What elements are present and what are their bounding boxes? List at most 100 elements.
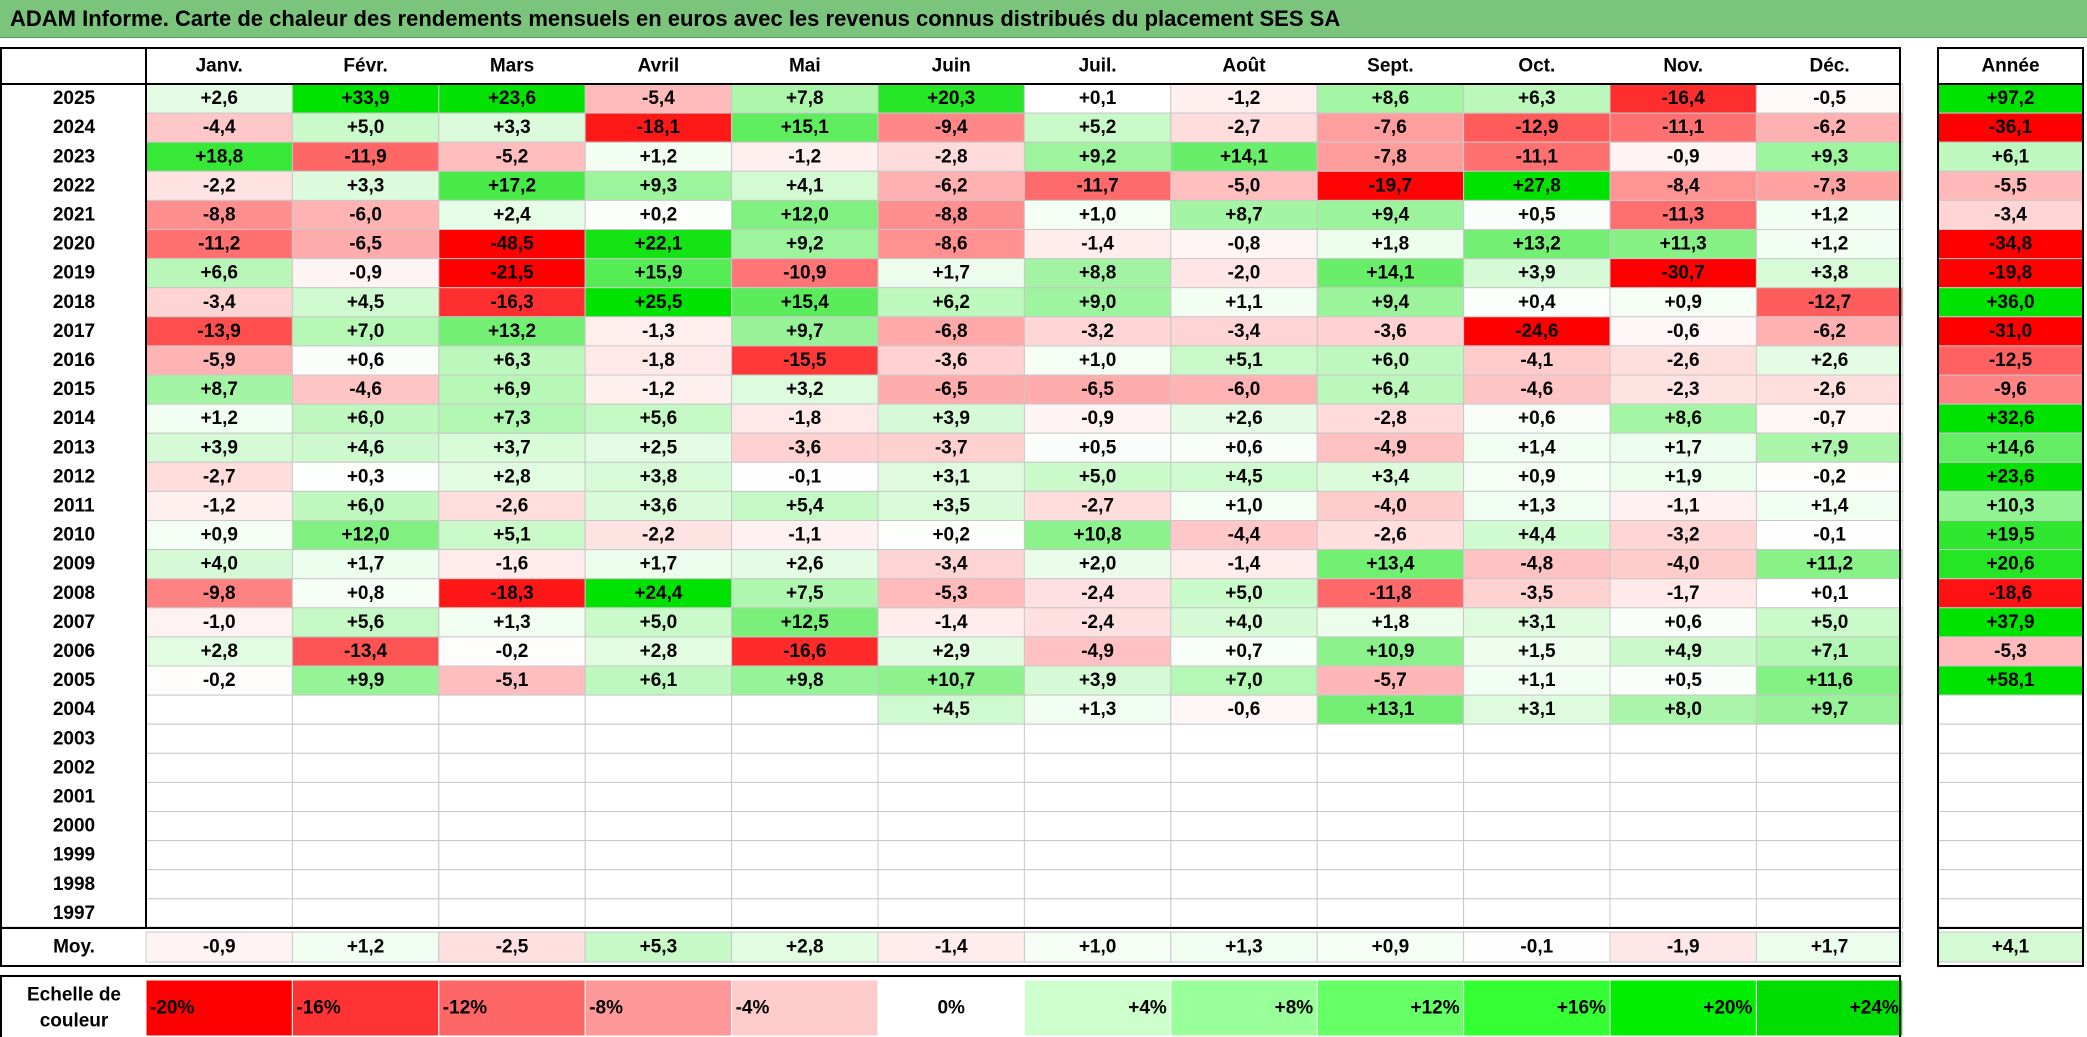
cell-value: -3,2	[1667, 525, 1700, 546]
heatmap-cell	[1755, 520, 1904, 551]
cell-value: -16,3	[490, 292, 533, 313]
cell-value: +1,7	[640, 554, 678, 575]
year-label: 2001	[53, 786, 96, 807]
heatmap-cell	[145, 374, 293, 405]
average-cell	[291, 931, 440, 963]
cell-value: -11,7	[1076, 175, 1118, 196]
heatmap-cell	[1609, 170, 1757, 201]
heatmap-cell	[1170, 229, 1318, 260]
cell-value: -2,6	[1813, 379, 1846, 400]
cell-value: +10,9	[1366, 641, 1414, 662]
heatmap-cell	[1609, 607, 1757, 638]
cell-value: +3,9	[200, 437, 238, 458]
heatmap-cell	[1609, 316, 1757, 347]
cell-value: +5,0	[1225, 583, 1263, 604]
cell-value: -2,4	[1081, 612, 1114, 633]
cell-value: +7,1	[1811, 641, 1849, 662]
heatmap-cell	[1316, 723, 1465, 754]
cell-value: -0,2	[496, 641, 529, 662]
heatmap-cell	[1023, 287, 1172, 318]
cell-value: -30,7	[1662, 263, 1705, 284]
cell-value: +1,2	[1811, 204, 1849, 225]
cell-value: -2,0	[1228, 263, 1261, 284]
cell-value: +1,8	[1372, 234, 1410, 255]
cell-value: -5,2	[496, 146, 529, 167]
average-cell	[584, 931, 733, 963]
heatmap-cell	[584, 199, 733, 230]
heatmap-cell	[145, 752, 293, 783]
heatmap-cell	[1023, 840, 1172, 871]
cell-value: -1,0	[203, 612, 236, 633]
heatmap-cell	[1755, 490, 1904, 521]
cell-value: +5,0	[1811, 612, 1849, 633]
heatmap-cell	[438, 607, 586, 638]
heatmap-cell	[877, 665, 1025, 696]
cell-value: +6,6	[200, 263, 238, 284]
month-header: Déc.	[1810, 56, 1850, 77]
heatmap-cell	[584, 811, 733, 842]
month-header: Févr.	[343, 56, 387, 77]
heatmap-cell	[438, 112, 586, 143]
heatmap-cell	[1463, 461, 1611, 492]
heatmap-cell	[1316, 898, 1465, 929]
cell-value: +23,6	[488, 88, 536, 109]
cell-value: -4,8	[1520, 554, 1553, 575]
heatmap-cell	[1316, 811, 1465, 842]
cell-value: -0,6	[1667, 321, 1700, 342]
heatmap-cell	[731, 578, 879, 609]
cell-value: -3,4	[935, 554, 968, 575]
heatmap-cell	[291, 869, 440, 900]
average-value: +2,8	[786, 937, 824, 958]
cell-value: +6,9	[493, 379, 531, 400]
heatmap-cell	[1170, 840, 1318, 871]
heatmap-cell	[1316, 578, 1465, 609]
scale-swatch-label: -20%	[150, 998, 194, 1019]
heatmap-cell	[1316, 345, 1465, 376]
annual-cell	[1937, 229, 2084, 260]
heatmap-cell	[145, 141, 293, 172]
cell-value: -2,6	[496, 495, 529, 516]
heatmap-cell	[731, 229, 879, 260]
cell-value: +13,2	[488, 321, 536, 342]
year-label: 2013	[53, 437, 95, 458]
heatmap-cell	[1755, 170, 1904, 201]
annual-value: +36,0	[1986, 292, 2034, 313]
cell-value: +0,7	[1225, 641, 1263, 662]
scale-swatch-label: 0%	[937, 998, 965, 1019]
cell-value: +12,0	[342, 525, 390, 546]
cell-value: -9,4	[935, 117, 968, 138]
cell-value: +3,9	[1079, 670, 1117, 691]
heatmap-cell	[731, 781, 879, 813]
cell-value: +8,8	[1079, 263, 1117, 284]
cell-value: +6,0	[347, 495, 385, 516]
heatmap-cell	[1023, 432, 1172, 463]
heatmap-cell	[1316, 781, 1465, 813]
heatmap-cell	[1023, 694, 1172, 725]
cell-value: +1,5	[1518, 641, 1556, 662]
cell-value: -4,6	[1520, 379, 1553, 400]
heatmap-cell	[1316, 752, 1465, 783]
cell-value: +3,7	[493, 437, 531, 458]
heatmap-cell	[1023, 170, 1172, 201]
heatmap-cell	[584, 840, 733, 871]
cell-value: -7,3	[1813, 175, 1846, 196]
year-label: 2009	[53, 554, 95, 575]
heatmap-cell	[145, 490, 293, 521]
cell-value: -1,1	[788, 525, 821, 546]
heatmap-cell	[1023, 490, 1172, 521]
cell-value: -11,1	[1516, 146, 1559, 167]
cell-value: -1,2	[203, 495, 236, 516]
cell-value: -5,7	[1374, 670, 1407, 691]
cell-value: -12,9	[1515, 117, 1558, 138]
cell-value: +2,6	[1811, 350, 1849, 371]
heatmap-cell	[731, 112, 879, 143]
heatmap-cell	[438, 694, 586, 725]
cell-value: +5,4	[786, 495, 824, 516]
heatmap-cell	[1170, 403, 1318, 434]
cell-value: -3,5	[1520, 583, 1553, 604]
cell-value: -8,8	[935, 204, 968, 225]
heatmap-cell	[291, 403, 440, 434]
cell-value: -6,5	[349, 234, 382, 255]
cell-value: -7,8	[1374, 146, 1407, 167]
cell-value: -1,3	[642, 321, 675, 342]
